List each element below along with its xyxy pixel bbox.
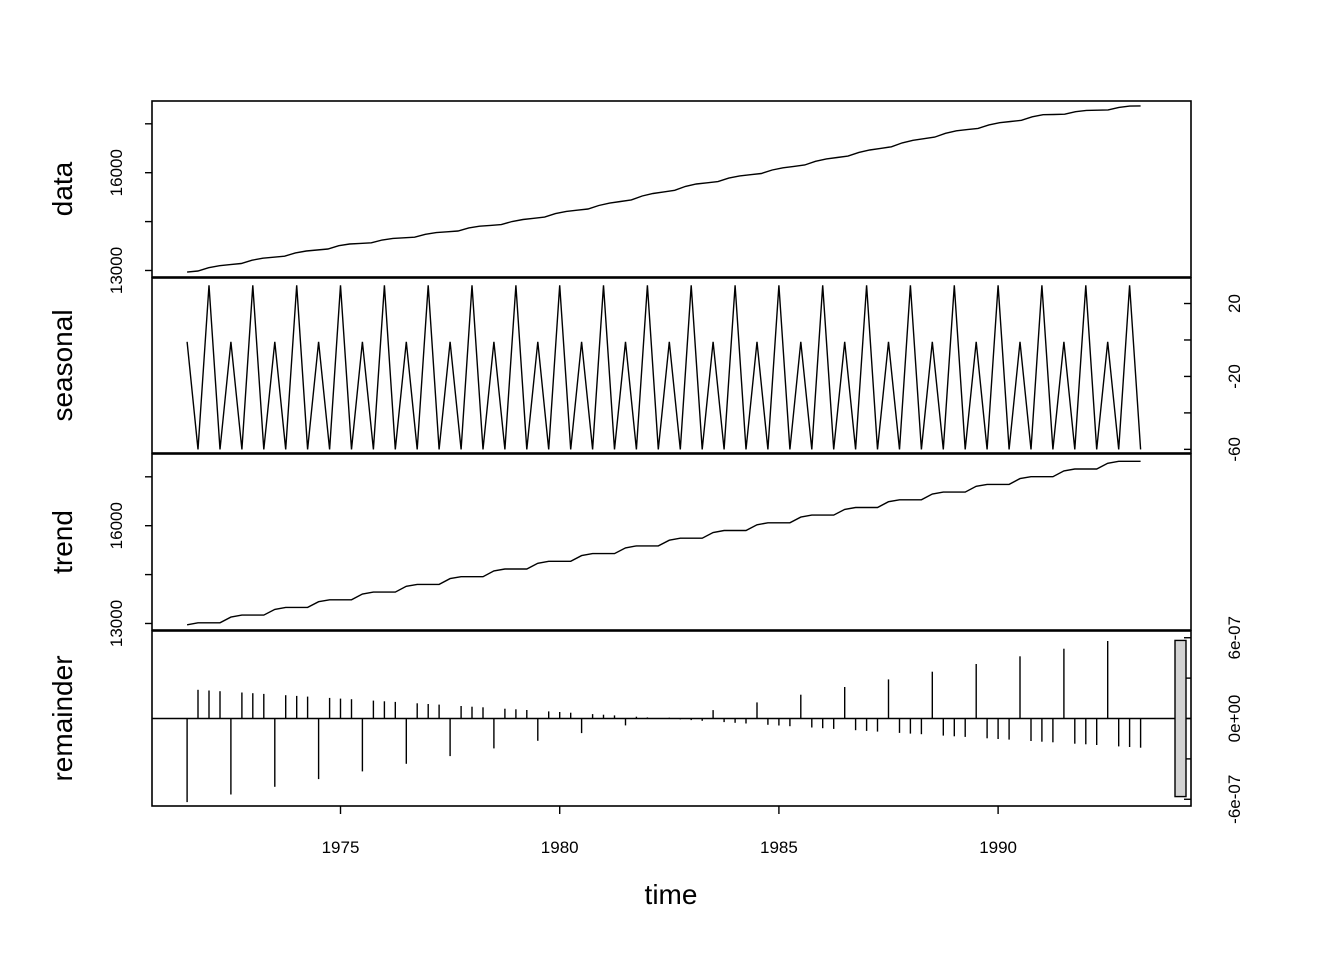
panel-remainder: remainder -6e-07 0e+00 6e-07: [47, 616, 1244, 824]
seasonal-line: [186, 285, 1142, 450]
y-tick-label: 13000: [107, 247, 126, 294]
panel-frame: [151, 277, 1192, 454]
y-tick-label: 6e-07: [1225, 616, 1244, 659]
panel-label-trend: trend: [47, 510, 78, 574]
y-tick-label: -60: [1225, 437, 1244, 462]
x-tick-label: 1980: [541, 838, 579, 857]
y-tick-label: -6e-07: [1225, 775, 1244, 824]
x-axis-title: time: [645, 879, 698, 910]
y-tick-label: 0e+00: [1225, 695, 1244, 743]
x-tick-label: 1975: [322, 838, 360, 857]
panel-frame: [151, 453, 1192, 631]
panel-data: data 13000 16000: [47, 100, 1192, 294]
y-tick-label: 16000: [107, 149, 126, 196]
panels-layer: data 13000 16000 seasonal -60 -20 20 trend 13000…: [47, 100, 1244, 824]
y-tick-label: -20: [1225, 364, 1244, 389]
x-axis: time 1975 1980 1985 1990: [322, 806, 1017, 910]
panel-frame: [151, 100, 1192, 278]
panel-label-remainder: remainder: [47, 655, 78, 781]
panel-label-seasonal: seasonal: [47, 309, 78, 421]
panel-label-data: data: [47, 161, 78, 216]
y-tick-label: 20: [1225, 294, 1244, 313]
range-bar: [1174, 639, 1187, 798]
x-tick-label: 1990: [979, 838, 1017, 857]
y-tick-label: 13000: [107, 600, 126, 647]
y-tick-label: 16000: [107, 502, 126, 549]
data-line: [187, 105, 1141, 273]
panel-seasonal: seasonal -60 -20 20: [47, 277, 1244, 462]
trend-line: [186, 460, 1141, 626]
panel-trend: trend 13000 16000: [47, 453, 1192, 647]
x-tick-label: 1985: [760, 838, 798, 857]
